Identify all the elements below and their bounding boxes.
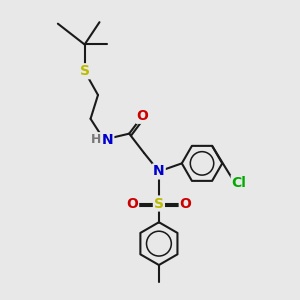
Text: N: N — [102, 133, 113, 147]
Text: O: O — [126, 196, 138, 211]
Text: N: N — [153, 164, 165, 178]
Text: H: H — [90, 133, 101, 146]
Text: O: O — [180, 196, 192, 211]
Text: O: O — [136, 109, 148, 123]
Text: Cl: Cl — [232, 176, 247, 190]
Text: S: S — [154, 196, 164, 211]
Text: S: S — [80, 64, 90, 78]
